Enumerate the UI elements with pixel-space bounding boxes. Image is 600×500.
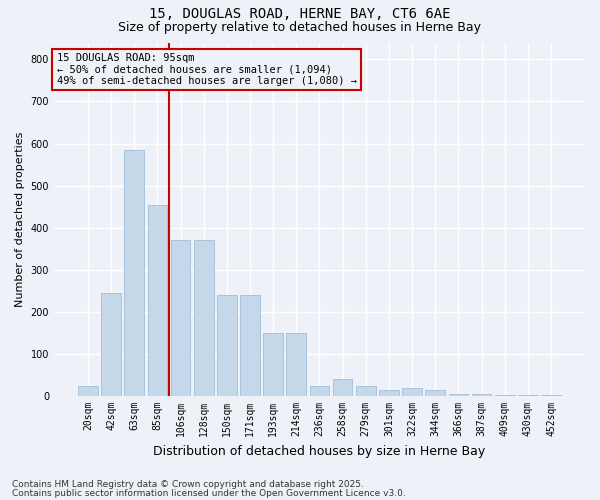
Bar	[217, 295, 236, 396]
Text: 15, DOUGLAS ROAD, HERNE BAY, CT6 6AE: 15, DOUGLAS ROAD, HERNE BAY, CT6 6AE	[149, 8, 451, 22]
Text: Size of property relative to detached houses in Herne Bay: Size of property relative to detached ho…	[119, 21, 482, 34]
Bar	[472, 394, 491, 396]
Bar	[356, 386, 376, 396]
Bar	[379, 390, 399, 396]
Text: Contains HM Land Registry data © Crown copyright and database right 2025.: Contains HM Land Registry data © Crown c…	[12, 480, 364, 489]
Bar	[78, 386, 98, 396]
Bar	[170, 240, 190, 396]
Bar	[333, 379, 352, 396]
Bar	[286, 333, 306, 396]
Text: 15 DOUGLAS ROAD: 95sqm
← 50% of detached houses are smaller (1,094)
49% of semi-: 15 DOUGLAS ROAD: 95sqm ← 50% of detached…	[56, 53, 356, 86]
Y-axis label: Number of detached properties: Number of detached properties	[15, 132, 25, 307]
Text: Contains public sector information licensed under the Open Government Licence v3: Contains public sector information licen…	[12, 489, 406, 498]
Bar	[101, 293, 121, 396]
Bar	[148, 204, 167, 396]
X-axis label: Distribution of detached houses by size in Herne Bay: Distribution of detached houses by size …	[154, 444, 485, 458]
Bar	[541, 395, 561, 396]
Bar	[240, 295, 260, 396]
Bar	[263, 333, 283, 396]
Bar	[402, 388, 422, 396]
Bar	[518, 395, 538, 396]
Bar	[425, 390, 445, 396]
Bar	[124, 150, 144, 396]
Bar	[310, 386, 329, 396]
Bar	[194, 240, 214, 396]
Bar	[449, 394, 468, 396]
Bar	[495, 395, 515, 396]
